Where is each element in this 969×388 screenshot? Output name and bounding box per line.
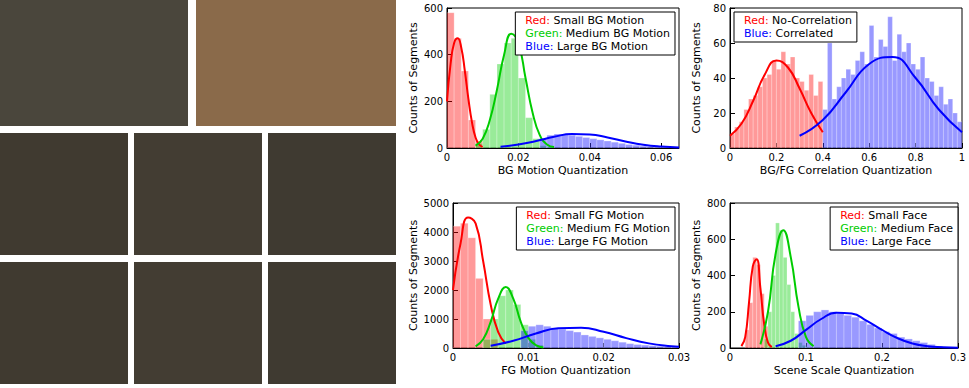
svg-text:Large FG Motion: Large FG Motion <box>554 235 648 248</box>
svg-text:0.2: 0.2 <box>874 352 890 363</box>
svg-text:0.8: 0.8 <box>908 152 924 163</box>
svg-text:5000: 5000 <box>424 198 449 209</box>
svg-text:0.03: 0.03 <box>668 352 690 363</box>
svg-text:Blue:: Blue: <box>744 27 772 40</box>
svg-text:Counts of Segments: Counts of Segments <box>407 22 420 133</box>
svg-text:Medium BG Motion: Medium BG Motion <box>562 27 670 40</box>
svg-text:600: 600 <box>424 3 443 14</box>
svg-text:0: 0 <box>444 152 450 163</box>
svg-text:0.6: 0.6 <box>861 152 877 163</box>
svg-text:FG Motion Quantization: FG Motion Quantization <box>501 364 630 377</box>
svg-text:Small Face: Small Face <box>865 209 928 222</box>
svg-text:1: 1 <box>959 152 965 163</box>
svg-text:0.3: 0.3 <box>950 352 966 363</box>
svg-text:0: 0 <box>437 143 443 154</box>
svg-text:Large Face: Large Face <box>868 235 931 248</box>
svg-text:Large BG Motion: Large BG Motion <box>553 40 648 53</box>
svg-text:BG/FG Correlation Quantization: BG/FG Correlation Quantization <box>760 164 932 177</box>
svg-text:60: 60 <box>713 38 726 49</box>
svg-text:Small FG Motion: Small FG Motion <box>551 209 644 222</box>
svg-text:0.2: 0.2 <box>768 152 784 163</box>
svg-text:0.04: 0.04 <box>579 152 601 163</box>
svg-text:0: 0 <box>720 343 726 354</box>
svg-text:3000: 3000 <box>424 256 449 267</box>
svg-text:Counts of Segments: Counts of Segments <box>690 220 703 331</box>
svg-text:0.01: 0.01 <box>517 352 539 363</box>
svg-text:0: 0 <box>727 352 733 363</box>
svg-text:4000: 4000 <box>424 227 449 238</box>
svg-text:Blue:: Blue: <box>526 235 554 248</box>
svg-text:Blue:: Blue: <box>840 235 868 248</box>
svg-text:Green:: Green: <box>840 222 877 235</box>
svg-text:Counts of Segments: Counts of Segments <box>407 220 420 331</box>
svg-text:40: 40 <box>713 73 726 84</box>
svg-text:Correlated: Correlated <box>772 27 833 40</box>
svg-text:Counts of Segments: Counts of Segments <box>690 22 703 133</box>
svg-text:0.02: 0.02 <box>507 152 529 163</box>
svg-text:Green:: Green: <box>525 27 562 40</box>
svg-text:Medium FG Motion: Medium FG Motion <box>563 222 670 235</box>
svg-text:0.1: 0.1 <box>798 352 814 363</box>
svg-text:600: 600 <box>707 234 726 245</box>
svg-text:800: 800 <box>707 198 726 209</box>
svg-text:Medium Face: Medium Face <box>877 222 953 235</box>
svg-text:0: 0 <box>450 352 456 363</box>
svg-text:Blue:: Blue: <box>525 40 553 53</box>
svg-text:0: 0 <box>727 152 733 163</box>
svg-text:No-Correlation: No-Correlation <box>769 14 852 27</box>
svg-text:0.4: 0.4 <box>815 152 831 163</box>
svg-text:2000: 2000 <box>424 285 449 296</box>
svg-text:Red:: Red: <box>526 209 551 222</box>
svg-text:0: 0 <box>720 143 726 154</box>
svg-text:200: 200 <box>707 306 726 317</box>
svg-text:400: 400 <box>424 49 443 60</box>
svg-text:BG Motion Quantization: BG Motion Quantization <box>498 164 628 177</box>
svg-text:400: 400 <box>707 270 726 281</box>
svg-text:Red:: Red: <box>525 14 550 27</box>
svg-text:1000: 1000 <box>424 314 449 325</box>
svg-text:80: 80 <box>713 3 726 14</box>
svg-text:0: 0 <box>443 343 449 354</box>
svg-text:20: 20 <box>713 108 726 119</box>
svg-text:200: 200 <box>424 96 443 107</box>
svg-text:Green:: Green: <box>526 222 563 235</box>
svg-text:Scene Scale Quantization: Scene Scale Quantization <box>774 364 914 377</box>
svg-text:Small BG Motion: Small BG Motion <box>550 14 644 27</box>
svg-text:0.06: 0.06 <box>650 152 672 163</box>
svg-text:Red:: Red: <box>840 209 865 222</box>
svg-text:0.02: 0.02 <box>593 352 615 363</box>
svg-text:Red:: Red: <box>744 14 769 27</box>
